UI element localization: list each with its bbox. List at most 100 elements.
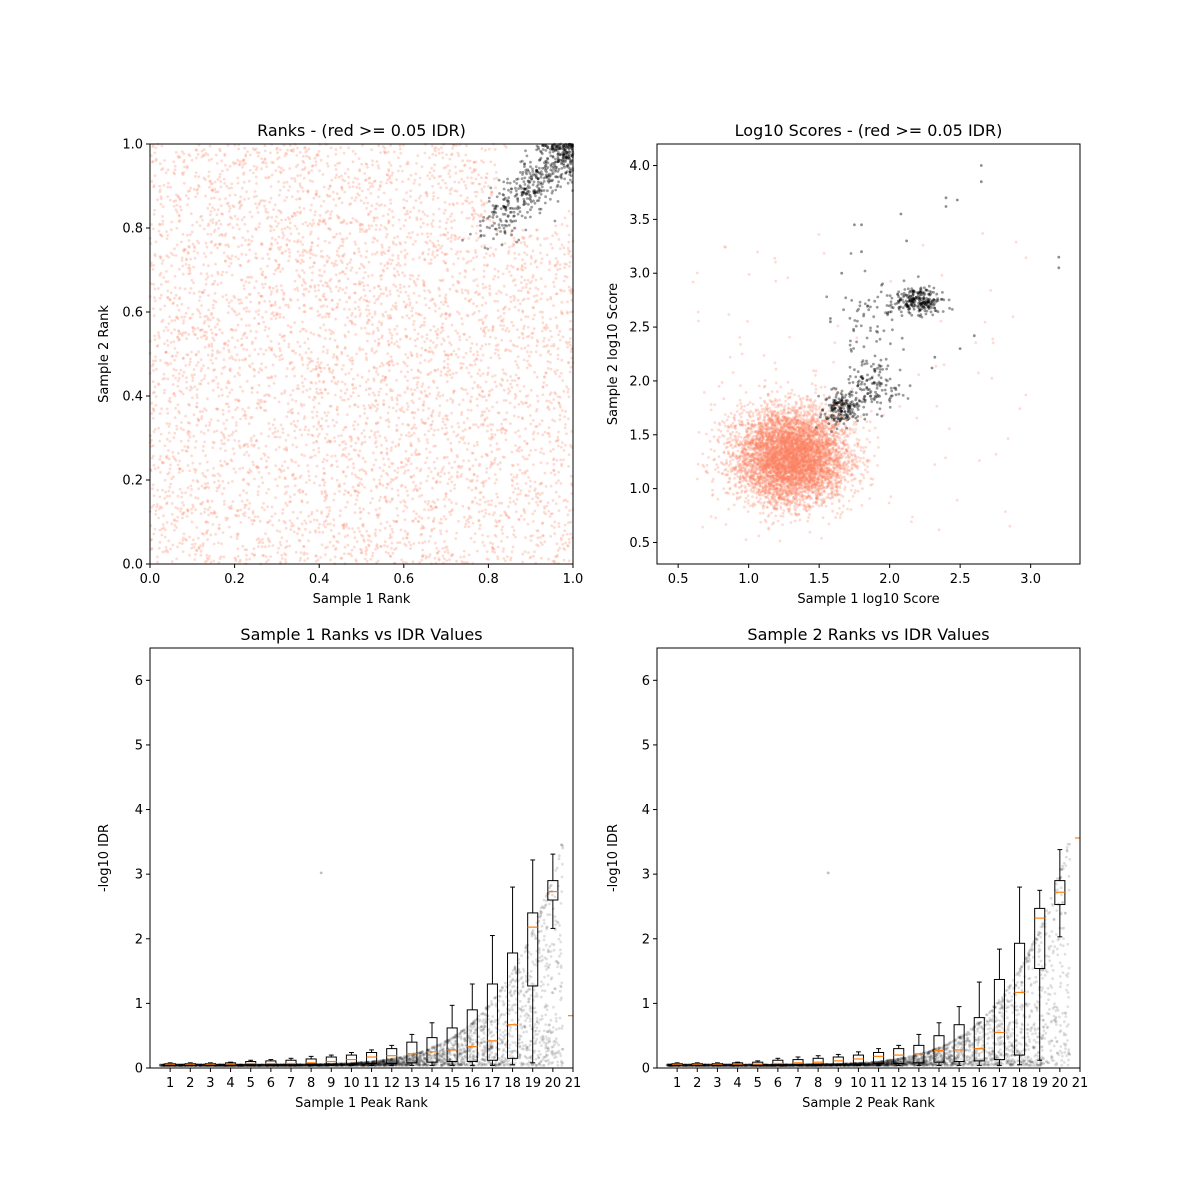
ranks-fail-point	[315, 427, 319, 431]
ranks-fail-point	[524, 315, 527, 318]
ranks-fail-point	[384, 495, 387, 499]
ranks-fail-point	[191, 326, 195, 330]
ranks-fail-point	[415, 355, 419, 358]
ranks-fail-point	[219, 222, 223, 226]
ranks-fail-point	[358, 384, 362, 388]
ranks-fail-point	[305, 388, 309, 392]
ranks-fail-point	[369, 489, 373, 493]
ranks-fail-point	[197, 309, 201, 313]
ranks-fail-point	[239, 508, 243, 512]
ranks-fail-point	[483, 243, 486, 247]
ranks-fail-point	[426, 232, 429, 236]
ranks-fail-point	[416, 277, 419, 281]
ranks-fail-point	[459, 436, 463, 440]
ranks-fail-point	[358, 348, 362, 352]
ranks-fail-point	[193, 385, 197, 389]
ranks-fail-point	[383, 544, 386, 548]
ranks-fail-point	[461, 322, 464, 326]
ranks-fail-point	[504, 513, 508, 517]
ranks-fail-point	[200, 367, 204, 370]
ranks-fail-point	[413, 423, 416, 427]
ranks-fail-point	[260, 242, 263, 245]
ranks-fail-point	[152, 282, 156, 286]
ranks-fail-point	[298, 197, 302, 201]
ranks-fail-point	[263, 144, 267, 148]
ranks-fail-point	[256, 211, 260, 214]
ranks-fail-point	[173, 457, 177, 461]
ranks-fail-point	[468, 479, 472, 483]
ranks-fail-point	[211, 349, 215, 352]
ranks-fail-point	[328, 540, 332, 544]
ranks-fail-point	[268, 247, 272, 251]
ranks-fail-point	[171, 543, 175, 547]
ranks-fail-point	[267, 384, 271, 388]
ranks-fail-point	[343, 382, 347, 386]
ranks-fail-point	[500, 431, 504, 434]
ranks-fail-point	[169, 185, 172, 189]
ranks-fail-point	[391, 258, 394, 262]
ranks-fail-point	[423, 316, 427, 320]
ranks-fail-point	[163, 444, 167, 448]
ranks-fail-point	[493, 458, 496, 462]
ranks-fail-point	[263, 149, 267, 153]
ranks-fail-point	[446, 237, 450, 241]
ranks-fail-point	[484, 452, 488, 456]
ranks-fail-point	[308, 478, 311, 482]
ranks-fail-point	[251, 147, 255, 151]
ranks-fail-point	[475, 358, 479, 361]
ranks-fail-point	[418, 452, 422, 456]
ranks-fail-point	[207, 264, 210, 268]
ranks-fail-point	[334, 548, 337, 551]
ranks-fail-point	[500, 422, 503, 426]
ranks-fail-point	[547, 432, 551, 436]
ranks-fail-point	[475, 290, 478, 294]
ranks-fail-point	[367, 177, 371, 180]
ranks-fail-point	[471, 312, 475, 316]
ranks-fail-point	[462, 180, 466, 184]
ranks-fail-point	[510, 386, 514, 389]
ranks-fail-point	[436, 471, 440, 475]
ranks-fail-point	[174, 376, 178, 380]
ranks-fail-point	[245, 491, 249, 495]
ranks-fail-point	[306, 224, 310, 228]
ranks-fail-point	[263, 158, 266, 162]
ranks-fail-point	[339, 389, 343, 393]
ranks-fail-point	[360, 533, 363, 537]
ranks-fail-point	[387, 551, 390, 555]
ranks-fail-point	[255, 228, 258, 232]
ranks-fail-point	[305, 552, 309, 556]
ranks-fail-point	[225, 462, 229, 466]
ranks-fail-point	[442, 259, 446, 263]
ranks-fail-point	[323, 388, 327, 392]
ranks-fail-point	[503, 432, 507, 435]
ranks-fail-point	[236, 406, 239, 409]
ranks-fail-point	[285, 447, 288, 451]
ranks-fail-point	[555, 368, 559, 372]
ranks-fail-point	[477, 464, 481, 468]
ranks-fail-point	[414, 448, 418, 452]
ranks-fail-point	[301, 533, 304, 537]
ranks-fail-point	[492, 277, 495, 281]
ranks-fail-point	[234, 255, 238, 259]
ranks-fail-point	[413, 178, 417, 182]
ranks-fail-point	[165, 456, 169, 460]
ranks-fail-point	[412, 319, 416, 323]
ranks-fail-point	[553, 370, 557, 373]
ranks-fail-point	[167, 449, 170, 452]
ranks-fail-point	[557, 401, 561, 405]
ranks-fail-point	[238, 199, 242, 203]
ranks-fail-point	[180, 259, 184, 262]
ranks-fail-point	[266, 537, 270, 540]
ranks-fail-point	[402, 410, 406, 414]
ranks-fail-point	[450, 226, 454, 230]
ranks-fail-point	[257, 485, 261, 488]
ranks-fail-point	[371, 323, 374, 326]
ranks-fail-point	[509, 300, 513, 304]
ranks-fail-point	[361, 456, 365, 460]
ranks-fail-point	[367, 308, 371, 312]
ranks-fail-point	[216, 382, 220, 386]
ranks-fail-point	[334, 546, 338, 550]
ranks-fail-point	[484, 181, 487, 185]
ranks-fail-point	[349, 258, 353, 261]
ranks-fail-point	[390, 398, 394, 402]
